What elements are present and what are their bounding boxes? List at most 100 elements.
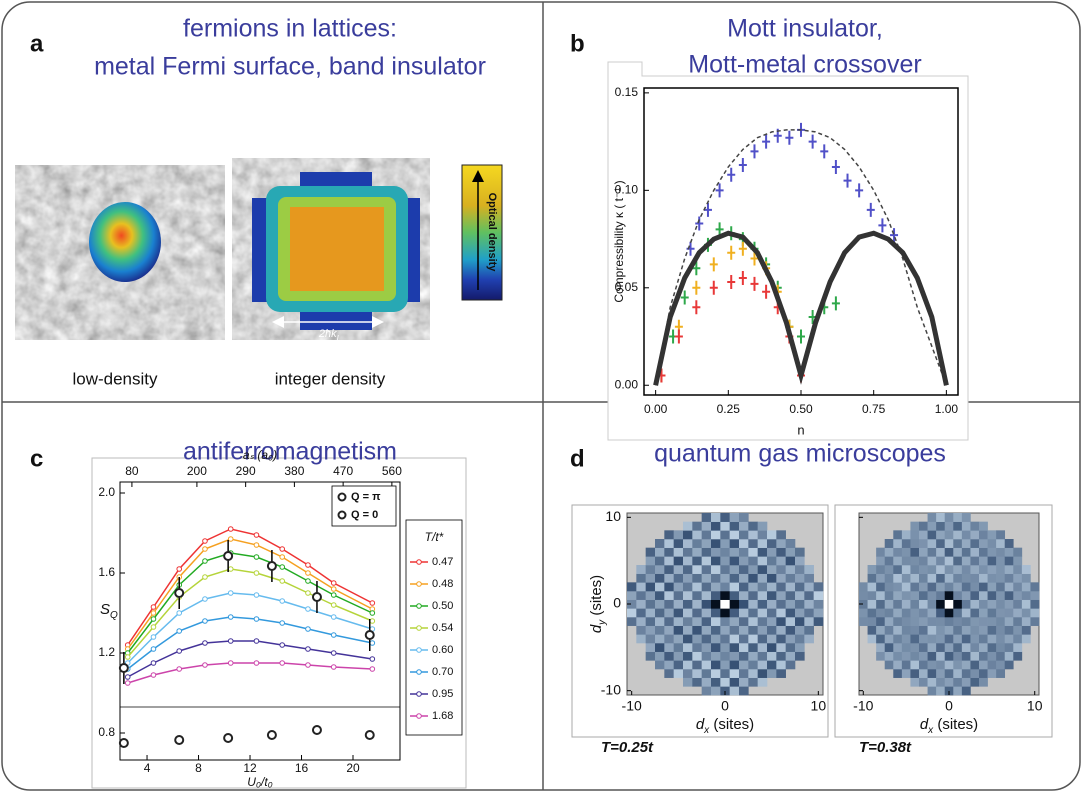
axis-text: (sites) (709, 716, 754, 733)
cell (884, 565, 894, 574)
cell (627, 582, 637, 592)
cell (910, 539, 920, 548)
measured-point (118, 738, 129, 748)
cell (683, 582, 693, 592)
top-tick-label: 380 (284, 464, 304, 478)
series-point (227, 638, 234, 644)
cell (795, 634, 805, 644)
cell (664, 651, 674, 661)
cell (655, 651, 665, 661)
cell (729, 513, 740, 522)
x-tick-label: 16 (295, 761, 309, 775)
panel-title: antiferromagnetism (183, 438, 397, 466)
cell (729, 573, 740, 583)
cell (979, 556, 988, 566)
cell (876, 634, 886, 644)
cell (655, 608, 665, 618)
cell (893, 660, 903, 670)
data-point (692, 261, 701, 276)
cell (664, 547, 674, 557)
cell (645, 573, 656, 583)
cell (987, 565, 997, 574)
cell (970, 547, 980, 557)
y-tick-label: 1.6 (98, 565, 115, 579)
cell (1004, 643, 1014, 652)
x-axis-label: U₀/t₀ (247, 775, 272, 789)
y-axis-text: S (100, 601, 110, 618)
series-point (279, 660, 286, 666)
cell (655, 547, 665, 557)
cell (748, 547, 758, 557)
legend-label: 0.47 (432, 556, 453, 568)
y-tick-label: 0.8 (98, 725, 115, 739)
measured-point (364, 630, 375, 640)
cell (919, 521, 928, 531)
cell (884, 573, 894, 583)
series-point (330, 592, 337, 598)
cell (987, 556, 997, 566)
cell (748, 608, 758, 618)
series-point (369, 640, 376, 646)
cell (961, 669, 971, 678)
x-tick-label: 12 (243, 761, 257, 775)
cell (996, 556, 1006, 566)
cell (910, 582, 920, 592)
cell (683, 660, 693, 670)
cell (673, 539, 684, 548)
cell (867, 565, 877, 574)
cell (664, 599, 674, 609)
cell (673, 608, 684, 618)
cell (987, 530, 997, 540)
cell (919, 591, 928, 600)
cell (970, 669, 980, 678)
cell (859, 591, 868, 600)
cell (701, 677, 712, 687)
cell (701, 669, 712, 678)
plot-box (607, 61, 969, 441)
cloud (89, 202, 161, 282)
series-point (176, 648, 183, 654)
legend-label: 0.70 (432, 666, 453, 678)
series-point (150, 672, 157, 678)
cell (910, 669, 920, 678)
axis-text: x (703, 725, 710, 736)
cell (1030, 617, 1040, 626)
cell (720, 660, 730, 670)
top-tick-label: 560 (382, 464, 402, 478)
cell (961, 565, 971, 574)
cell (748, 565, 758, 574)
cell (785, 643, 796, 652)
cell (776, 625, 786, 635)
series-point (176, 566, 183, 572)
cell (901, 599, 911, 609)
cell (996, 660, 1006, 670)
data-point (890, 228, 899, 243)
y-tick-label: 2.0 (98, 485, 115, 499)
series-point (202, 662, 208, 668)
cell (936, 651, 946, 661)
cell (701, 617, 712, 626)
series-point (279, 598, 286, 604)
cell (953, 521, 963, 531)
axis-label: dx (sites) (696, 716, 754, 736)
cell (961, 686, 971, 696)
cell (876, 643, 886, 652)
cell (767, 530, 777, 540)
cell (893, 556, 903, 566)
legend-marker (416, 647, 422, 653)
cell (876, 556, 886, 566)
axis-text: d (696, 716, 705, 733)
cell (970, 617, 980, 626)
cell (795, 582, 805, 592)
cell (711, 651, 721, 661)
cell (944, 573, 954, 583)
data-point (878, 218, 887, 233)
cell (961, 591, 971, 600)
cell (739, 513, 749, 522)
cell (757, 547, 768, 557)
axis-label: dx (sites) (920, 716, 978, 736)
cell (767, 565, 777, 574)
cell (910, 547, 920, 557)
cell (739, 686, 749, 696)
cell (645, 651, 656, 661)
